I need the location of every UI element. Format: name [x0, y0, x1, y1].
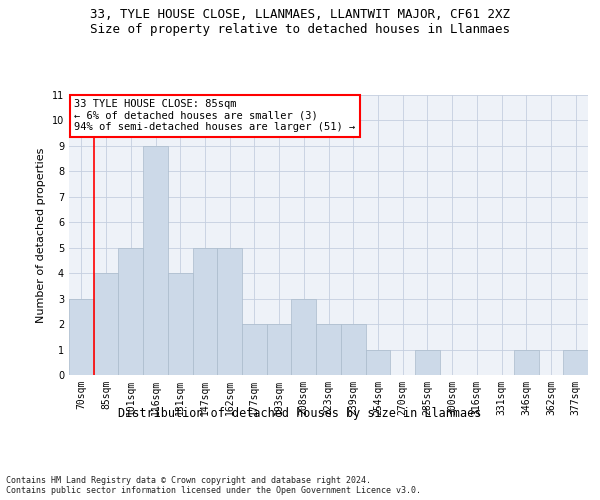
Bar: [292, 298, 316, 375]
Y-axis label: Number of detached properties: Number of detached properties: [37, 148, 46, 322]
Text: Distribution of detached houses by size in Llanmaes: Distribution of detached houses by size …: [118, 408, 482, 420]
Bar: [341, 324, 365, 375]
Text: 33 TYLE HOUSE CLOSE: 85sqm
← 6% of detached houses are smaller (3)
94% of semi-d: 33 TYLE HOUSE CLOSE: 85sqm ← 6% of detac…: [74, 99, 355, 132]
Bar: [514, 350, 539, 375]
Bar: [365, 350, 390, 375]
Bar: [217, 248, 242, 375]
Bar: [143, 146, 168, 375]
Bar: [94, 273, 118, 375]
Bar: [415, 350, 440, 375]
Bar: [242, 324, 267, 375]
Bar: [168, 273, 193, 375]
Bar: [193, 248, 217, 375]
Bar: [563, 350, 588, 375]
Bar: [267, 324, 292, 375]
Text: 33, TYLE HOUSE CLOSE, LLANMAES, LLANTWIT MAJOR, CF61 2XZ: 33, TYLE HOUSE CLOSE, LLANMAES, LLANTWIT…: [90, 8, 510, 20]
Text: Contains HM Land Registry data © Crown copyright and database right 2024.
Contai: Contains HM Land Registry data © Crown c…: [6, 476, 421, 495]
Bar: [69, 298, 94, 375]
Bar: [118, 248, 143, 375]
Bar: [316, 324, 341, 375]
Text: Size of property relative to detached houses in Llanmaes: Size of property relative to detached ho…: [90, 22, 510, 36]
